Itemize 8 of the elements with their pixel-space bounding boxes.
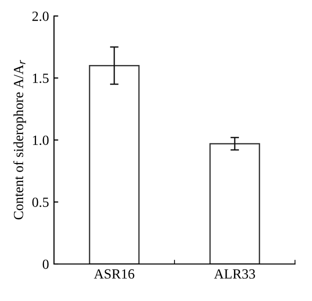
y-tick-label: 1.0	[33, 136, 49, 146]
y-tick-label: 2.0	[32, 12, 49, 22]
y-tick-label: 1.5	[33, 74, 49, 84]
y-tick-label: 0	[42, 260, 49, 269]
x-tick-label: ASR16	[94, 269, 134, 279]
y-axis-title: Content of siderophore A/A$_{r}$	[13, 60, 26, 220]
x-tick-label: ALR33	[214, 269, 256, 279]
y-tick-label: 0.5	[32, 198, 49, 208]
